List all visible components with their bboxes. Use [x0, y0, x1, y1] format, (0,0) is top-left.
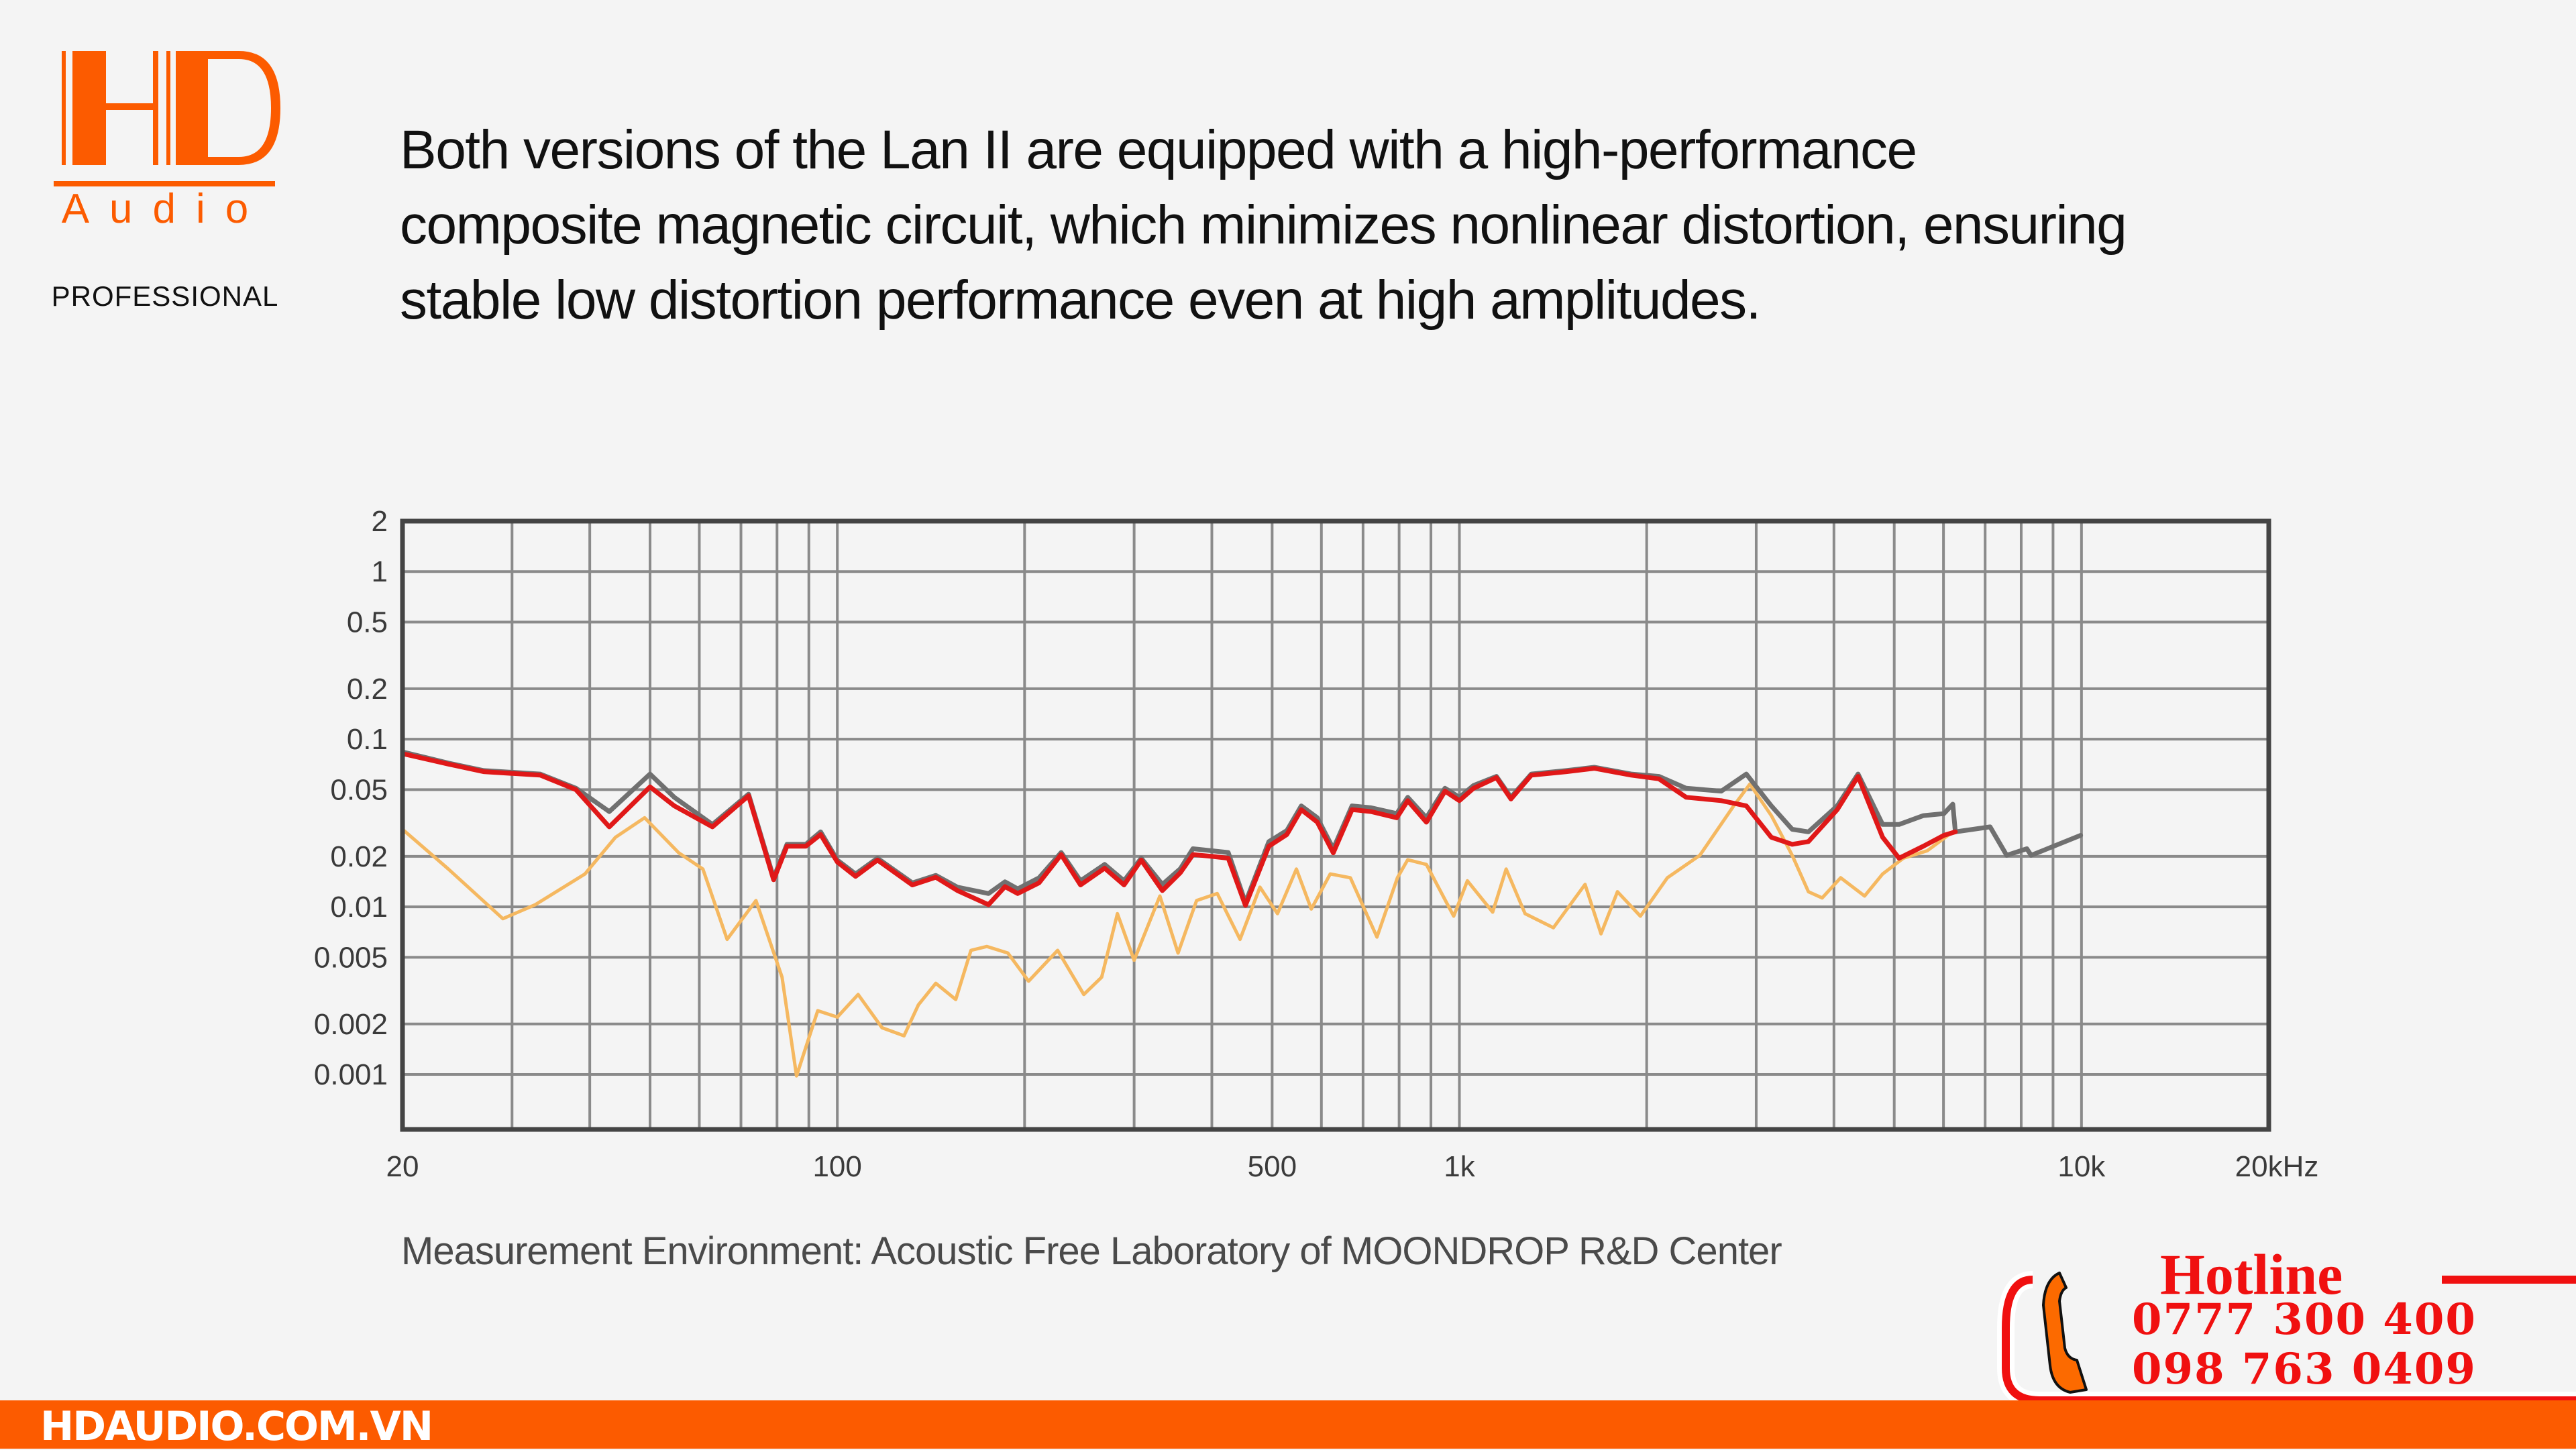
x-tick-label: 500 — [1248, 1150, 1297, 1183]
plot-frame — [400, 518, 2271, 1132]
y-tick-label: 0.5 — [347, 606, 388, 638]
y-tick-label: 0.002 — [314, 1008, 388, 1041]
website-link[interactable]: HDAUDIO.COM.VN — [40, 1403, 433, 1450]
x-tick-label: 100 — [812, 1150, 861, 1183]
series-line-red — [400, 751, 1958, 908]
footer-bar: HDAUDIO.COM.VN — [0, 1400, 2576, 1450]
y-tick-label: 0.2 — [347, 673, 388, 706]
measurement-caption: Measurement Environment: Acoustic Free L… — [401, 1229, 1782, 1273]
x-tick-label: 20 — [386, 1150, 419, 1183]
headline-line: Both versions of the Lan II are equipped… — [400, 119, 1917, 180]
hotline-number[interactable]: 0777 300 400 — [2132, 1294, 2477, 1345]
y-tick-label: 0.01 — [330, 891, 388, 924]
y-tick-label: 0.05 — [330, 773, 388, 806]
y-tick-label: 1 — [372, 555, 388, 588]
headline: Both versions of the Lan II are equipped… — [400, 113, 2546, 338]
hotline-title: Hotline — [2160, 1242, 2343, 1306]
x-axis: 20 100 500 1k 10k 20kHz — [386, 1150, 2319, 1183]
hotline-frame — [1997, 1271, 2576, 1409]
hd-audio-logo: Audio PROFESSIONAL — [38, 47, 292, 315]
headline-line: composite magnetic circuit, which minimi… — [400, 194, 2127, 256]
x-tick-label: 1k — [1444, 1150, 1475, 1183]
headline-line: stable low distortion performance even a… — [400, 270, 1761, 331]
x-tick-label: 20kHz — [2235, 1150, 2319, 1183]
hotline-badge[interactable]: Hotline 0777 300 400 098 763 0409 — [1992, 1241, 2576, 1412]
logo-mark-icon: Audio — [54, 51, 280, 232]
phone-icon — [2042, 1272, 2088, 1394]
grid — [402, 521, 2269, 1129]
y-tick-label: 0.1 — [347, 723, 388, 756]
y-axis: 2 1 0.5 0.2 0.1 0.05 0.02 0.01 0.005 0.002 0.001 — [314, 505, 388, 1091]
hotline-number[interactable]: 098 763 0409 — [2132, 1344, 2477, 1394]
series-line-yellow — [400, 782, 1955, 1078]
x-tick-label: 10k — [2057, 1150, 2106, 1183]
y-tick-label: 0.001 — [314, 1058, 388, 1091]
logo-subtitle: PROFESSIONAL — [51, 280, 279, 312]
y-tick-label: 2 — [372, 505, 388, 538]
y-tick-label: 0.005 — [314, 941, 388, 974]
logo-word: Audio — [62, 186, 269, 232]
y-tick-label: 0.02 — [330, 840, 388, 873]
series-layer — [400, 749, 2084, 1078]
